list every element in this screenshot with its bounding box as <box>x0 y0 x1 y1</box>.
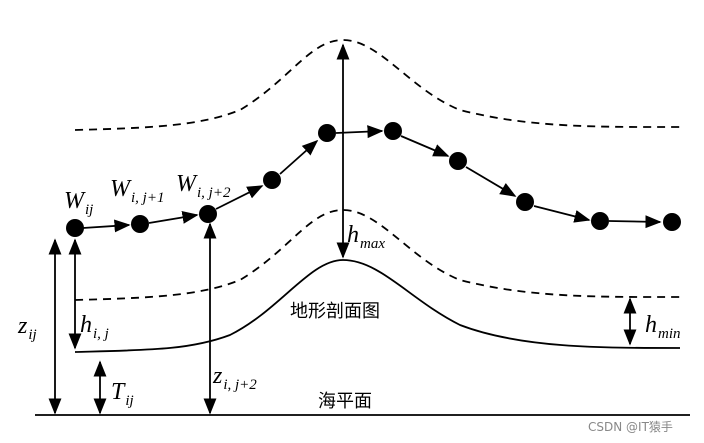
label-main: z <box>212 363 223 389</box>
terrain <box>74 259 681 353</box>
math-label: Tij <box>111 379 134 409</box>
upper-bound <box>74 39 681 131</box>
label-sub: i, j+1 <box>131 190 164 206</box>
label-sub: ij <box>28 327 36 343</box>
math-label: hmax <box>347 222 385 252</box>
watermark: CSDN @IT猿手 <box>588 419 673 434</box>
label-sub: max <box>360 236 385 252</box>
label-main: z <box>17 313 28 339</box>
label-sub: min <box>658 326 681 342</box>
label-sub: ij <box>85 202 93 218</box>
math-label: hmin <box>645 312 681 342</box>
sea-level-label: 海平面 <box>318 391 372 412</box>
dimension-arrows <box>48 43 637 415</box>
terrain-label: 地形剖面图 <box>290 301 380 322</box>
label-main: W <box>110 176 132 202</box>
label-main: h <box>645 312 657 338</box>
math-label: Wij <box>64 188 93 218</box>
label-main: T <box>111 379 126 405</box>
label-main: h <box>347 222 359 248</box>
math-label: hi, j <box>80 312 109 342</box>
math-label: Wi, j+2 <box>176 171 231 201</box>
label-sub: i, j+2 <box>223 377 257 393</box>
waypoints <box>66 122 681 237</box>
label-sub: ij <box>125 393 133 409</box>
label-sub: i, j+2 <box>197 185 231 201</box>
label-main: h <box>80 312 92 338</box>
label-sub: i, j <box>93 326 109 342</box>
label-main: W <box>176 171 198 197</box>
math-label: Wi, j+1 <box>110 176 164 206</box>
path-arrows <box>82 125 662 233</box>
label-main: W <box>64 188 86 214</box>
math-label: zi, j+2 <box>212 363 257 393</box>
math-label: zij <box>17 313 37 343</box>
lower-bound <box>74 209 681 301</box>
